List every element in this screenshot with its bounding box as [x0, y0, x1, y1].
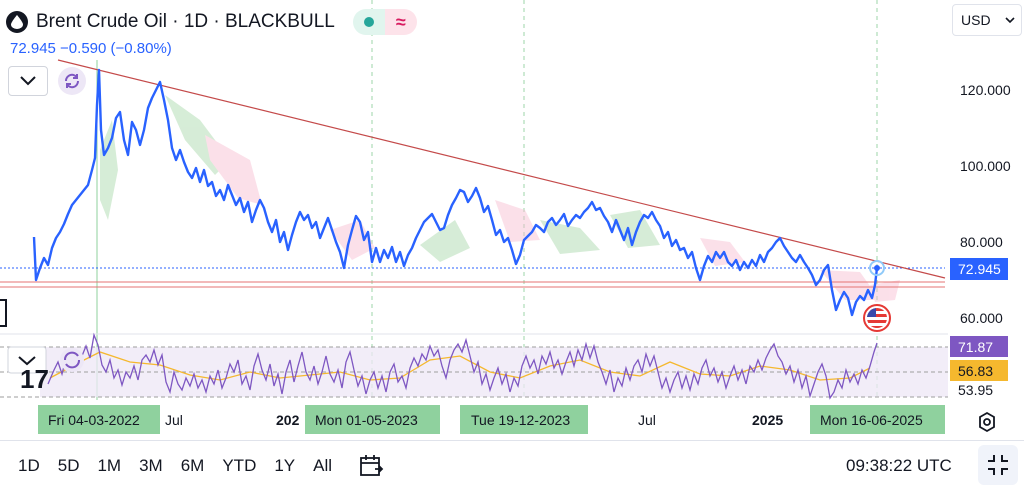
time-label-2: 202 [276, 412, 300, 428]
time-label-bg-4 [460, 405, 588, 434]
calendar-icon [360, 454, 384, 476]
price-tick-60: 60.000 [960, 310, 1003, 326]
range-3m-button[interactable]: 3M [139, 455, 163, 475]
price-tick-100: 100.000 [960, 158, 1011, 174]
rsi-ma-label-bg [950, 360, 1008, 381]
collapse-button[interactable] [8, 66, 48, 96]
time-label-7: Mon 16-06-2025 [820, 412, 923, 428]
time-label-3: Mon 01-05-2023 [315, 412, 418, 428]
time-label-1: Jul [165, 412, 183, 428]
range-all-button[interactable]: All [313, 455, 333, 475]
range-5d-button[interactable]: 5D [57, 455, 80, 475]
tv-logo: 17 [20, 364, 49, 394]
rsi-tick-label: 53.95 [958, 382, 993, 398]
chevron-down-icon [20, 76, 36, 86]
price-series-line [32, 68, 879, 317]
current-price-marker[interactable] [869, 260, 885, 276]
market-open-icon [352, 9, 385, 35]
us-flag-icon[interactable] [863, 304, 891, 332]
currency-select[interactable]: USD [952, 4, 1022, 36]
time-label-bg-7 [810, 405, 945, 434]
market-status-pill[interactable]: ≈ [352, 9, 417, 35]
price-change-line: 72.945 −0.590 (−0.80%) [10, 40, 172, 57]
chart-header: Brent Crude Oil · 1D · BLACKBULL ≈ [6, 6, 417, 38]
price-tick-120: 120.000 [960, 82, 1011, 98]
current-price-label-bg [950, 258, 1008, 280]
time-label-4: Tue 19-12-2023 [471, 412, 570, 428]
symbol-title[interactable]: Brent Crude Oil · 1D · BLACKBULL [36, 11, 335, 32]
clock-display[interactable]: 09:38:22 UTC [846, 456, 952, 475]
current-price-label: 72.945 [958, 261, 1001, 277]
currency-value: USD [961, 12, 991, 28]
gear-icon [979, 411, 995, 433]
rsi-pane-controls[interactable] [7, 346, 84, 374]
range-1d-button[interactable]: 1D [18, 455, 40, 475]
chevron-down-icon [1005, 16, 1015, 23]
fullscreen-button[interactable] [978, 445, 1018, 485]
refresh-icon [64, 73, 80, 89]
range-ytd-button[interactable]: YTD [222, 455, 257, 475]
range-1m-button[interactable]: 1M [97, 455, 122, 475]
time-label-bg-0 [38, 405, 160, 434]
rsi-line [47, 332, 878, 400]
refresh-button[interactable] [58, 67, 86, 95]
rsi-ma-label: 56.83 [958, 363, 993, 379]
rsi-value-label: 71.87 [958, 339, 993, 355]
range-1y-button[interactable]: 1Y [274, 455, 296, 475]
bottom-toolbar: 1D 5D 1M 3M 6M YTD 1Y All 09:38:22 UTC [0, 440, 1024, 490]
ichimoku-cloud [100, 95, 900, 302]
settings-button[interactable] [975, 410, 999, 434]
descending-trendline [57, 59, 946, 279]
rsi-ma-line [49, 351, 871, 381]
calendar-button[interactable] [358, 453, 384, 479]
left-edge-tool-icon[interactable] [0, 299, 7, 327]
oil-drop-icon [6, 11, 28, 33]
time-label-bg-3 [305, 405, 440, 434]
fullscreen-exit-icon [988, 455, 1008, 475]
time-label-6: 2025 [752, 412, 783, 428]
range-6m-button[interactable]: 6M [180, 455, 205, 475]
time-label-0: Fri 04-03-2022 [48, 412, 140, 428]
current-price-dot [874, 265, 880, 271]
approx-icon: ≈ [384, 9, 417, 35]
rsi-value-label-bg [950, 336, 1008, 357]
time-label-5: Jul [638, 412, 656, 428]
chart-canvas[interactable]: 120.000 100.000 80.000 60.000 72.945 71.… [0, 0, 1024, 440]
price-tick-80: 80.000 [960, 234, 1003, 250]
